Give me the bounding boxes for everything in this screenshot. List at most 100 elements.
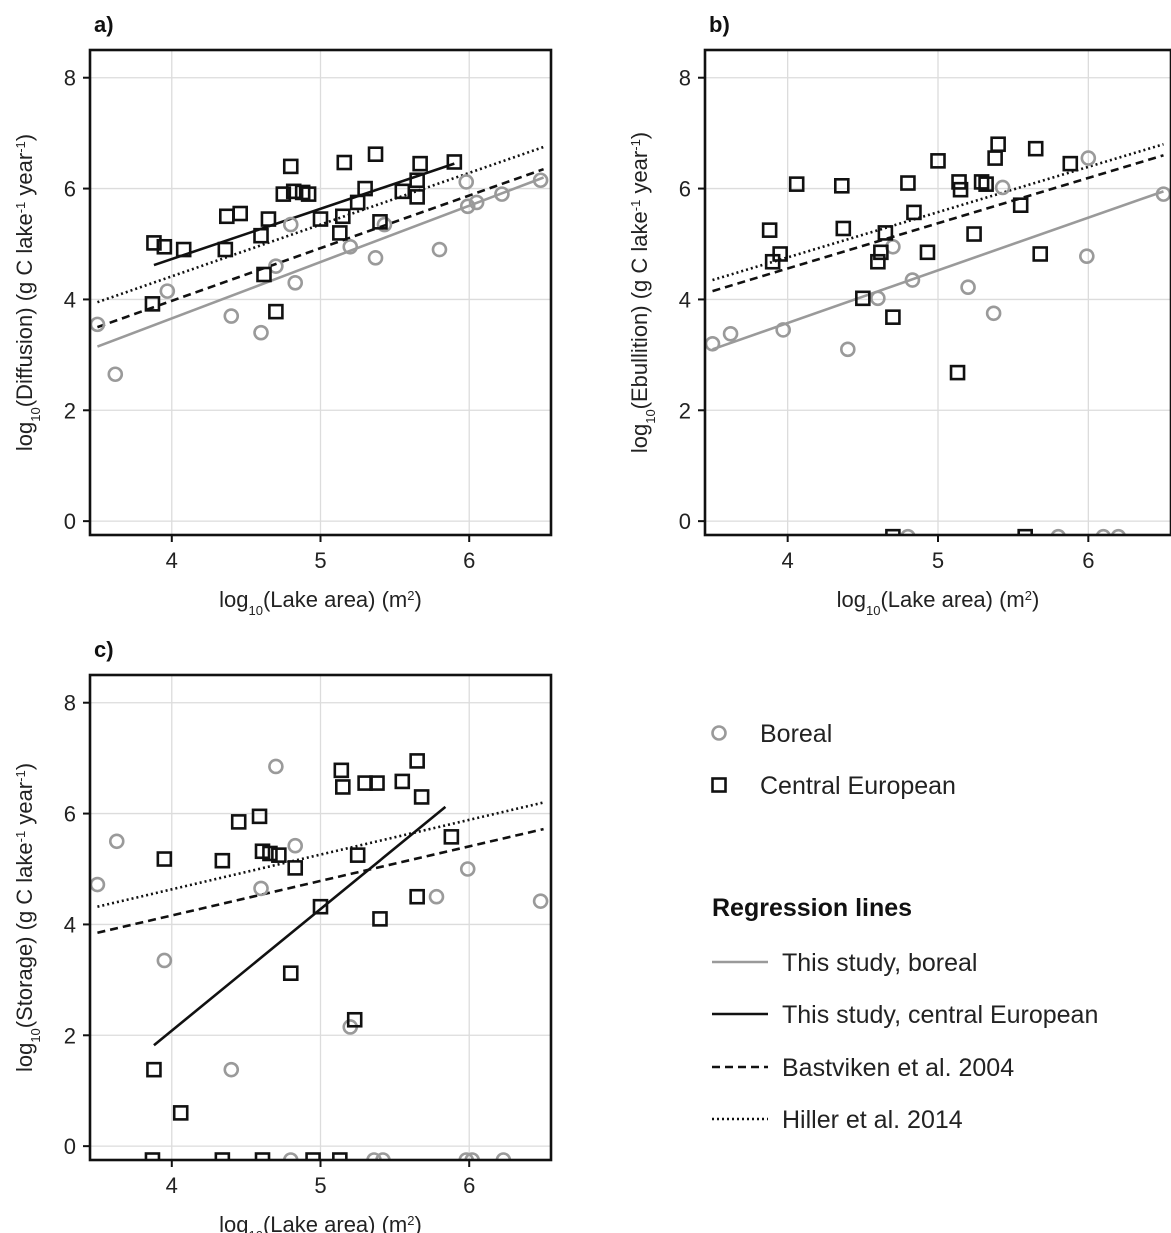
boreal-point: [282, 1152, 299, 1160]
central-european-point: [761, 222, 778, 238]
boreal-point: [268, 258, 284, 274]
legend-label: This study, central European: [782, 1001, 1098, 1029]
central-european-point: [144, 1152, 161, 1160]
x-tick-label: 5: [314, 548, 326, 573]
boreal-point: [287, 274, 304, 291]
legend-regression-title: Regression lines: [712, 894, 912, 922]
y-tick-label: 2: [64, 1023, 76, 1048]
boreal-point: [156, 952, 173, 969]
boreal-point: [494, 186, 510, 202]
central-european-point: [254, 1152, 271, 1160]
central-european-point: [268, 303, 284, 320]
hiller-2014-line: [712, 142, 1164, 282]
central-european-point: [305, 1152, 321, 1160]
central-european-point: [446, 154, 463, 170]
central-european-point: [144, 296, 161, 312]
central-european-point: [219, 208, 235, 225]
boreal-point: [900, 528, 916, 535]
central-european-point: [282, 158, 299, 175]
y-tick-label: 0: [64, 1134, 76, 1159]
y-tick-label: 2: [679, 398, 691, 423]
y-tick-label: 0: [679, 509, 691, 534]
boreal-point: [960, 279, 976, 296]
central-european-point: [409, 189, 425, 205]
y-tick-label: 0: [64, 509, 76, 534]
central-european-point: [372, 911, 388, 927]
central-european-point: [978, 176, 994, 192]
plot-frame: [703, 48, 1171, 537]
boreal-point: [775, 322, 791, 338]
boreal-point: [282, 216, 299, 233]
central-european-point: [156, 238, 173, 255]
plot-frame: [88, 673, 553, 1162]
central-european-point: [217, 241, 234, 258]
central-european-point: [885, 309, 901, 325]
boreal-regression-line: [712, 190, 1164, 351]
boreal-point: [107, 366, 124, 383]
y-tick-label: 6: [64, 802, 76, 827]
central-european-point: [413, 789, 430, 805]
central-european-point: [1012, 197, 1029, 213]
central-european-point: [146, 1061, 162, 1078]
central-european-point: [214, 1152, 231, 1160]
central-european-point: [287, 860, 304, 876]
central-european-point: [300, 186, 317, 202]
y-tick-label: 8: [64, 691, 76, 716]
central-european-point: [175, 241, 192, 258]
plot-area: [90, 145, 549, 383]
boreal-point: [1080, 150, 1097, 166]
x-tick-label: 6: [463, 1173, 475, 1198]
central-european-point: [262, 845, 278, 862]
x-tick-label: 4: [782, 548, 794, 573]
boreal-point: [532, 893, 549, 909]
central-european-point: [214, 852, 231, 869]
central-european-point: [987, 150, 1003, 166]
x-axis-label: log10(Lake area) (m2): [219, 1212, 422, 1233]
legend-boreal-marker: [711, 725, 727, 741]
x-axis-label: log10(Lake area) (m2): [837, 587, 1040, 618]
central-european-point: [873, 244, 889, 261]
boreal-point: [722, 325, 739, 342]
central-european-point: [172, 1105, 189, 1121]
plot-area: [705, 136, 1171, 535]
boreal-point: [468, 194, 485, 211]
central-european-point: [952, 181, 969, 198]
central-european-point: [256, 266, 272, 283]
bastviken-2004-line: [97, 827, 544, 935]
central-european-point: [260, 211, 277, 227]
boreal-point: [108, 833, 125, 850]
central-european-point: [412, 155, 428, 172]
central-european-point: [1032, 246, 1049, 262]
boreal-point: [459, 198, 476, 215]
boreal-point: [1079, 248, 1095, 264]
central-european-point: [1027, 140, 1044, 157]
central-european-point: [885, 528, 901, 535]
boreal-regression-line: [96, 176, 545, 348]
boreal-point: [223, 308, 240, 324]
legend-label: Bastviken et al. 2004: [782, 1054, 1014, 1082]
y-tick-label: 8: [679, 66, 691, 91]
central-european-point: [335, 779, 351, 795]
y-tick-label: 8: [64, 66, 76, 91]
panel-label: c): [94, 637, 114, 662]
central-european-point: [285, 183, 302, 200]
central-european-point: [346, 1011, 363, 1028]
boreal-point: [1095, 528, 1111, 535]
central-european-point: [930, 153, 946, 169]
central-european-point: [332, 1152, 348, 1160]
central-european-point: [312, 211, 329, 227]
boreal-point: [870, 290, 886, 307]
central-european-point: [282, 965, 299, 982]
y-tick-label: 2: [64, 398, 76, 423]
y-tick-label: 6: [64, 177, 76, 202]
x-tick-label: 5: [932, 548, 944, 573]
hiller-2014-line: [97, 801, 544, 908]
legend: Boreal Central European Regression lines Th…: [711, 720, 1098, 1134]
legend-label: Hiller et al. 2014: [782, 1106, 963, 1134]
boreal-point: [253, 880, 269, 897]
x-tick-label: 4: [166, 548, 178, 573]
central-european-point: [372, 214, 388, 230]
central-european-point: [906, 204, 922, 221]
central-european-point: [443, 829, 460, 845]
boreal-point: [342, 238, 359, 255]
